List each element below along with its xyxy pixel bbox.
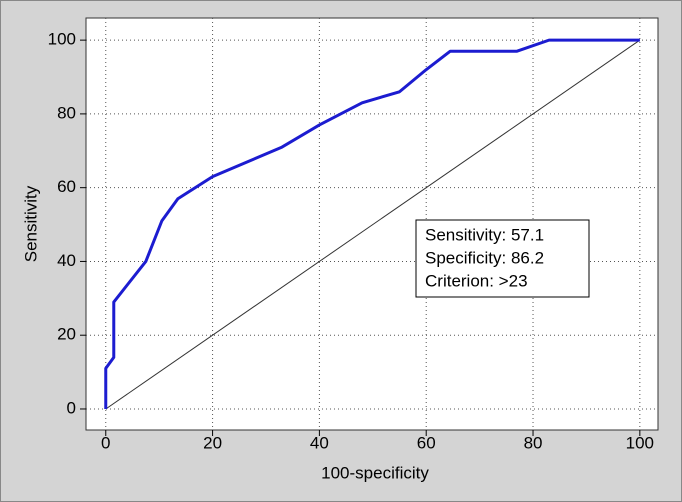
reference-line — [105, 39, 641, 410]
y-tick-label: 0 — [67, 398, 76, 417]
roc-curve — [104, 38, 640, 409]
x-tick-label: 40 — [310, 433, 329, 452]
annotation: Criterion: >23 — [425, 271, 528, 290]
x-tick-label: 20 — [203, 433, 222, 452]
y-tick-label: 80 — [57, 103, 76, 122]
annotation-box — [415, 219, 590, 298]
x-tick-label: 60 — [417, 433, 436, 452]
y-tick-label: 100 — [48, 30, 76, 49]
y-axis-label: Sensitivity — [21, 185, 40, 262]
y-tick-label: 20 — [57, 325, 76, 344]
x-tick-label: 0 — [101, 433, 110, 452]
x-tick-label: 100 — [626, 433, 654, 452]
y-tick-label: 40 — [57, 251, 76, 270]
annotation: Sensitivity: 57.1 — [425, 225, 544, 244]
annotation: Specificity: 86.2 — [425, 248, 544, 267]
x-tick-label: 80 — [524, 433, 543, 452]
y-tick-label: 60 — [57, 177, 76, 196]
x-axis-label: 100-specificity — [321, 463, 429, 482]
